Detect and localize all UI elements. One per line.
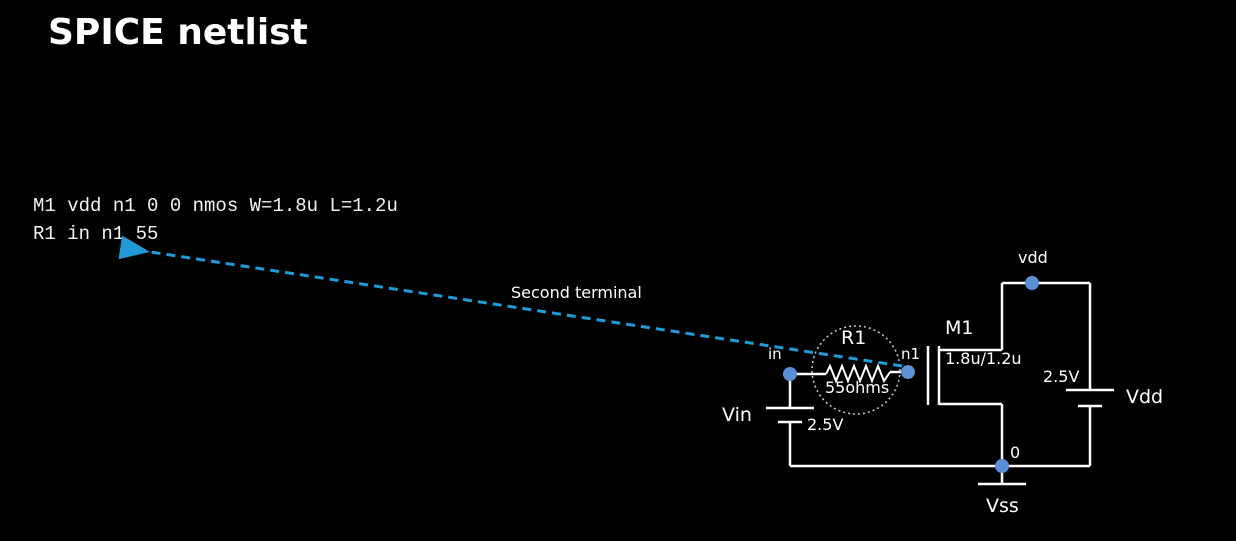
node-dot-n1 xyxy=(901,365,915,379)
netlist-line-r1: R1 in n1 55 xyxy=(33,223,159,245)
source-vdd-value: 2.5V xyxy=(1043,367,1079,386)
node-label-in: in xyxy=(768,345,782,363)
transistor-name: M1 xyxy=(945,317,973,339)
netlist-code: M1 vdd n1 0 0 nmos W=1.8u L=1.2u R1 in n1… xyxy=(33,192,398,248)
node-dot-0 xyxy=(995,459,1009,473)
source-vin-symbol xyxy=(766,406,814,424)
transistor-m1 xyxy=(926,346,1002,406)
node-label-vdd: vdd xyxy=(1018,248,1048,267)
source-vin-name: Vin xyxy=(722,404,752,426)
wires xyxy=(788,281,1092,484)
node-dots xyxy=(783,276,1039,473)
node-dot-in xyxy=(783,367,797,381)
resistor-name: R1 xyxy=(841,327,866,349)
resistor-value: 55ohms xyxy=(825,378,889,397)
ground-name: Vss xyxy=(986,495,1019,517)
transistor-size: 1.8u/1.2u xyxy=(945,349,1022,368)
source-vin-value: 2.5V xyxy=(807,415,843,434)
source-vdd-name: Vdd xyxy=(1126,386,1163,408)
node-label-n1: n1 xyxy=(901,345,920,363)
node-dot-vdd xyxy=(1025,276,1039,290)
node-label-0: 0 xyxy=(1010,443,1020,462)
resistor-r1 xyxy=(811,325,901,415)
netlist-line-m1: M1 vdd n1 0 0 nmos W=1.8u L=1.2u xyxy=(33,195,398,217)
annotation-arrow xyxy=(118,235,903,368)
source-vdd-symbol xyxy=(1066,388,1114,408)
arrow-label: Second terminal xyxy=(511,283,642,302)
slide-title: SPICE netlist xyxy=(48,12,308,53)
